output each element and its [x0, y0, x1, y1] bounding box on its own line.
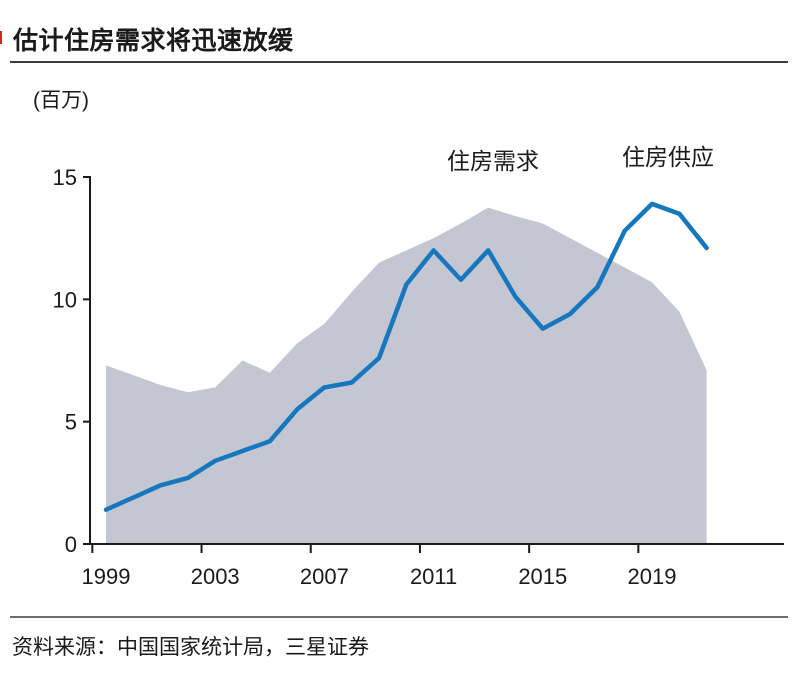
- x-tick-label: 2011: [410, 564, 457, 589]
- y-axis-unit-label: (百万): [33, 89, 89, 112]
- page-title: 估计住房需求将迅速放缓: [13, 27, 294, 55]
- supply-line: [103, 201, 709, 512]
- x-tick-label: 1999: [82, 564, 131, 589]
- y-tick-label: 5: [65, 410, 77, 435]
- x-tick-label: 2003: [191, 564, 240, 589]
- y-tick-label: 10: [53, 287, 77, 312]
- demand-series-label: 住房需求: [447, 148, 539, 174]
- y-tick-label: 0: [65, 532, 77, 557]
- y-axis-ticks: 0 5 10 15: [53, 165, 90, 557]
- x-tick-label: 2019: [628, 564, 677, 589]
- demand-area: [106, 207, 707, 545]
- demand-area-series: [106, 207, 707, 545]
- footer-divider: [10, 616, 788, 618]
- x-tick-label: 2007: [300, 564, 349, 589]
- x-axis-ticks: 1999 2003 2007 2011 2015 2019: [82, 544, 677, 589]
- source-note: 资料来源：中国国家统计局，三星证券: [12, 636, 369, 659]
- x-tick-label: 2015: [518, 564, 567, 589]
- y-tick-label: 15: [53, 165, 77, 190]
- title-divider: [10, 61, 788, 63]
- supply-series-label: 住房供应: [622, 144, 714, 170]
- supply-line-series: [103, 201, 709, 512]
- red-accent-square: [0, 31, 2, 44]
